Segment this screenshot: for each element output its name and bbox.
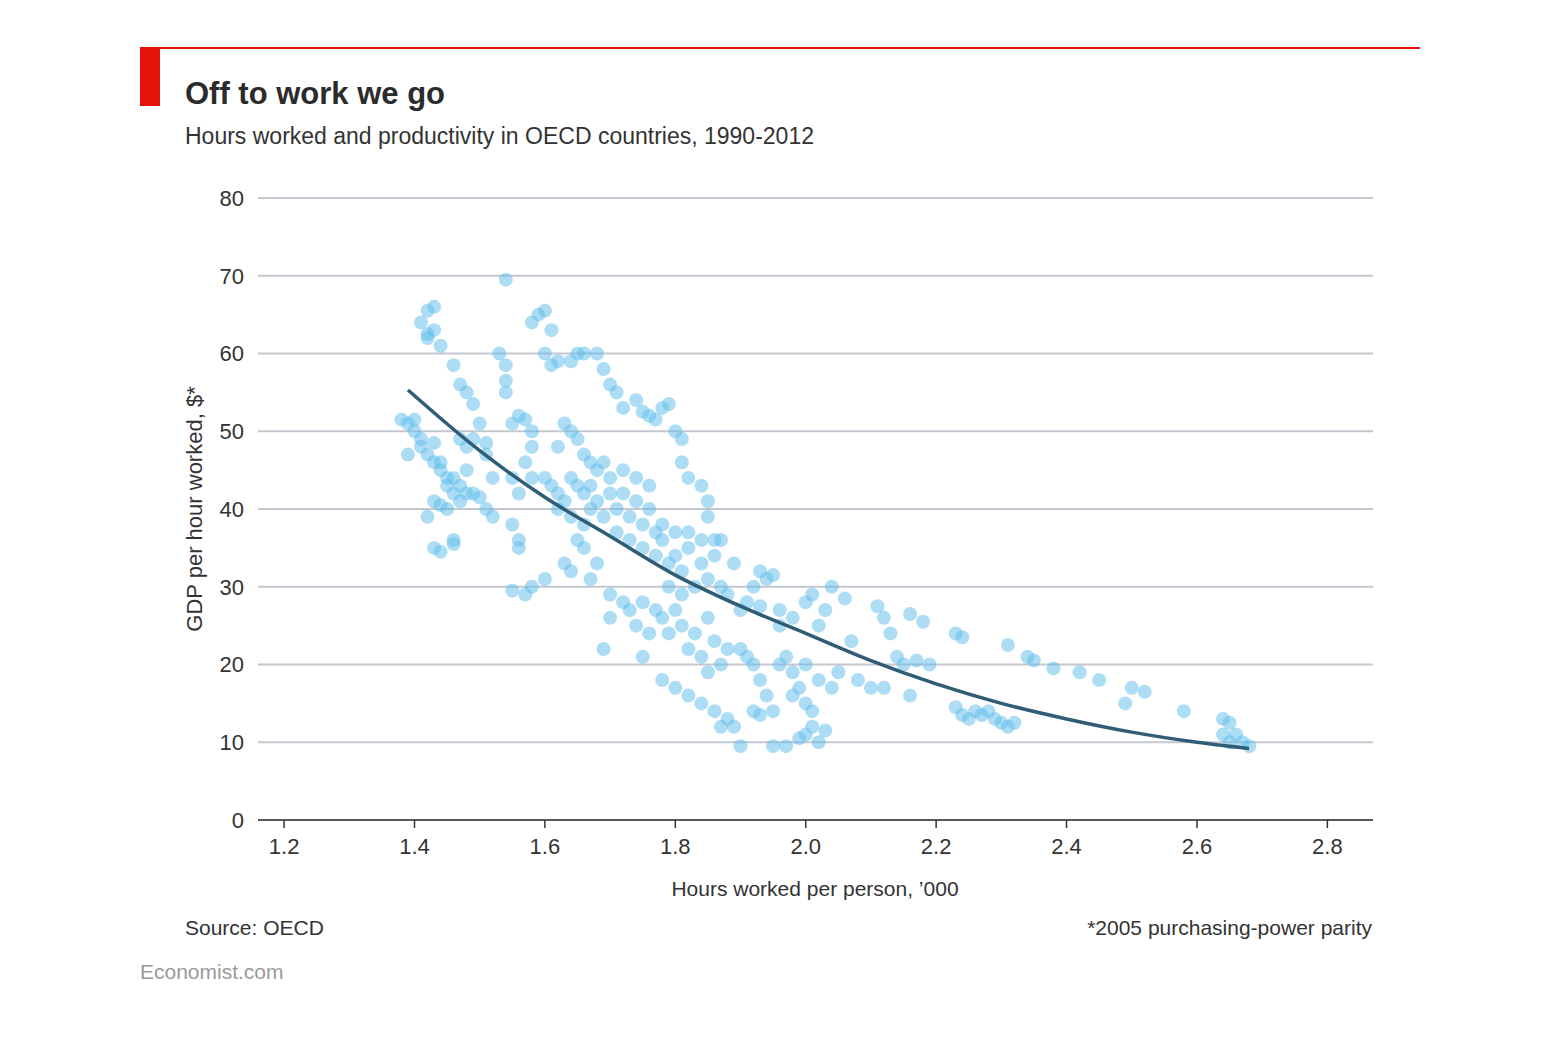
svg-text:10: 10 xyxy=(220,730,244,755)
html-text:Economist.com: Economist.com xyxy=(140,960,284,983)
html-text:Off to work we go: Off to work we go xyxy=(185,76,446,111)
svg-text:2.4: 2.4 xyxy=(1051,834,1082,859)
svg-text:40: 40 xyxy=(220,497,244,522)
html-text:*2005 purchasing-power parity: *2005 purchasing-power parity xyxy=(1087,916,1372,939)
svg-text:50: 50 xyxy=(220,419,244,444)
svg-text:2.0: 2.0 xyxy=(790,834,821,859)
html-text:Source: OECD: Source: OECD xyxy=(185,916,324,939)
html-text:GDP per hour worked, $*: GDP per hour worked, $* xyxy=(182,386,207,632)
html-text:Hours worked and productivity: Hours worked and productivity in OECD co… xyxy=(185,123,814,149)
svg-text:1.4: 1.4 xyxy=(399,834,430,859)
svg-text:70: 70 xyxy=(220,264,244,289)
svg-text:80: 80 xyxy=(220,186,244,211)
html-text:Hours worked per person, ’000: Hours worked per person, ’000 xyxy=(671,877,959,900)
svg-text:2.6: 2.6 xyxy=(1182,834,1213,859)
svg-text:20: 20 xyxy=(220,652,244,677)
svg-text:30: 30 xyxy=(220,575,244,600)
svg-text:1.6: 1.6 xyxy=(530,834,561,859)
svg-text:1.8: 1.8 xyxy=(660,834,691,859)
svg-text:2.8: 2.8 xyxy=(1312,834,1343,859)
svg-text:60: 60 xyxy=(220,341,244,366)
svg-text:2.2: 2.2 xyxy=(921,834,952,859)
svg-text:0: 0 xyxy=(232,808,244,833)
svg-text:1.2: 1.2 xyxy=(269,834,300,859)
